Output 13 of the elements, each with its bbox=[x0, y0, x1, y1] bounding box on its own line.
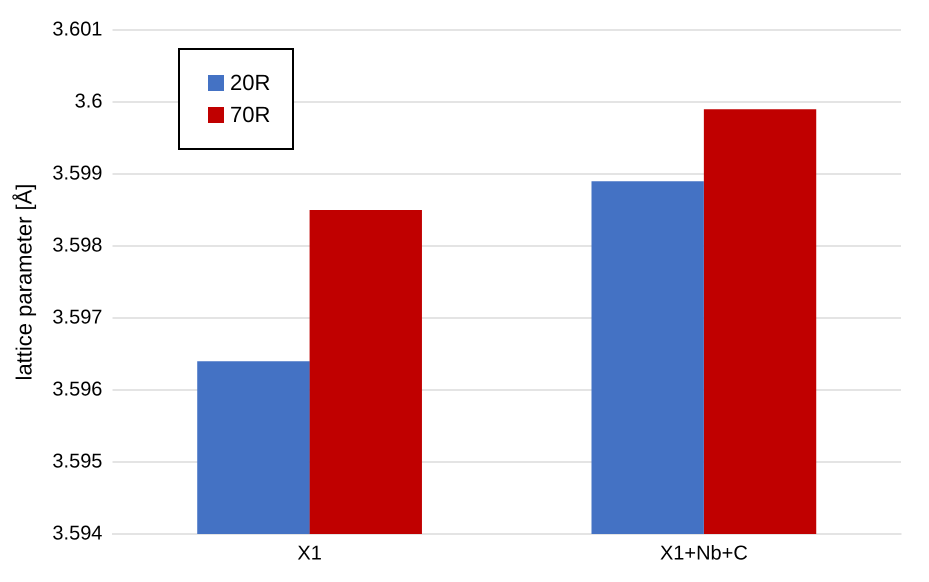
y-tick-label: 3.594 bbox=[52, 522, 102, 545]
x-tick-label: X1 bbox=[297, 542, 322, 565]
y-tick-label: 3.597 bbox=[52, 306, 102, 329]
y-tick-label: 3.599 bbox=[52, 162, 102, 185]
y-tick-label: 3.595 bbox=[52, 450, 102, 473]
y-tick-label: 3.601 bbox=[52, 18, 102, 41]
legend-label: 20R bbox=[230, 70, 270, 96]
legend-label: 70R bbox=[230, 102, 270, 128]
y-tick-label: 3.6 bbox=[74, 90, 102, 113]
y-axis-title: lattice parameter [Å] bbox=[11, 184, 36, 380]
x-tick-label: X1+Nb+C bbox=[660, 542, 748, 565]
y-tick-label: 3.596 bbox=[52, 378, 102, 401]
y-tick-label: 3.598 bbox=[52, 234, 102, 257]
